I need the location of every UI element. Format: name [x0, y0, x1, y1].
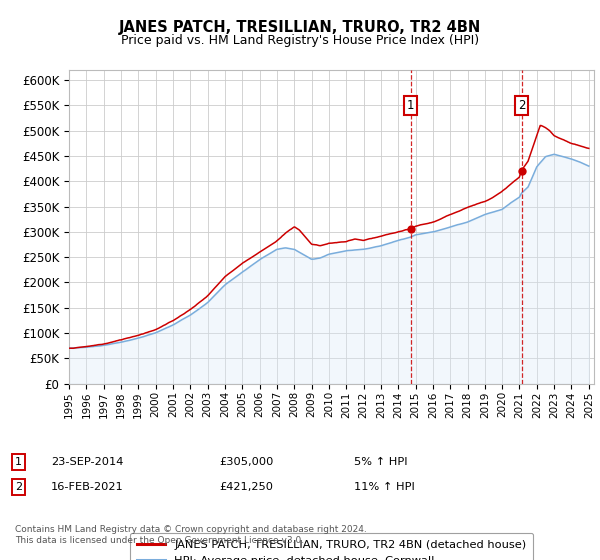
Text: £421,250: £421,250 [219, 482, 273, 492]
Text: 2: 2 [518, 99, 526, 112]
Text: Contains HM Land Registry data © Crown copyright and database right 2024.
This d: Contains HM Land Registry data © Crown c… [15, 525, 367, 545]
Text: Price paid vs. HM Land Registry's House Price Index (HPI): Price paid vs. HM Land Registry's House … [121, 34, 479, 46]
Text: 11% ↑ HPI: 11% ↑ HPI [354, 482, 415, 492]
Text: 2: 2 [15, 482, 22, 492]
Text: 1: 1 [15, 457, 22, 467]
Text: £305,000: £305,000 [219, 457, 274, 467]
Text: 1: 1 [407, 99, 415, 112]
Text: 5% ↑ HPI: 5% ↑ HPI [354, 457, 407, 467]
Text: JANES PATCH, TRESILLIAN, TRURO, TR2 4BN: JANES PATCH, TRESILLIAN, TRURO, TR2 4BN [119, 20, 481, 35]
Text: 16-FEB-2021: 16-FEB-2021 [51, 482, 124, 492]
Text: 23-SEP-2014: 23-SEP-2014 [51, 457, 124, 467]
Legend: JANES PATCH, TRESILLIAN, TRURO, TR2 4BN (detached house), HPI: Average price, de: JANES PATCH, TRESILLIAN, TRURO, TR2 4BN … [130, 533, 533, 560]
